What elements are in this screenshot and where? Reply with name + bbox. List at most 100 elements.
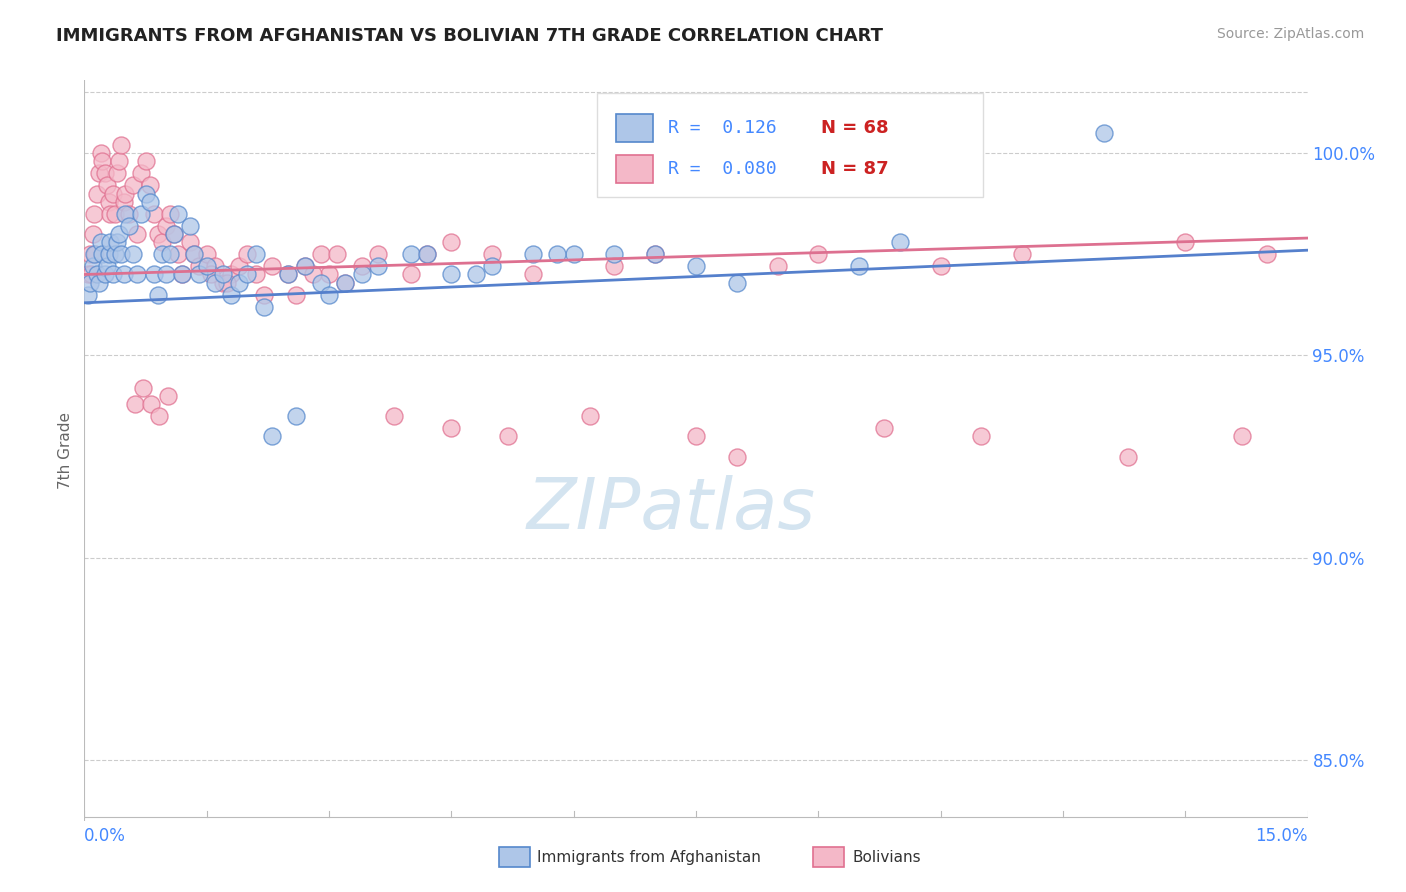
Text: Bolivians: Bolivians — [852, 850, 921, 864]
Point — [131, 166, 153, 180]
Point — [382, 409, 405, 423]
Point — [399, 268, 422, 282]
Point — [183, 247, 205, 261]
Point — [112, 268, 135, 282]
Text: ZIPatlas: ZIPatlas — [527, 475, 815, 544]
Point — [929, 260, 952, 274]
Point — [889, 235, 911, 249]
Point — [114, 207, 136, 221]
Point — [350, 260, 373, 274]
Point — [77, 287, 100, 301]
Text: 0.0%: 0.0% — [84, 827, 127, 845]
Point — [644, 247, 666, 261]
Point — [195, 260, 218, 274]
Point — [253, 287, 276, 301]
Point — [138, 194, 160, 209]
Point — [217, 276, 239, 290]
Point — [146, 287, 169, 301]
Point — [150, 235, 173, 249]
Point — [260, 260, 283, 274]
Point — [87, 166, 110, 180]
Point — [848, 260, 870, 274]
Point — [112, 194, 135, 209]
Point — [245, 268, 267, 282]
Point — [114, 186, 136, 201]
Point — [277, 268, 299, 282]
Point — [204, 260, 226, 274]
Point — [725, 276, 748, 290]
Point — [101, 268, 124, 282]
Point — [163, 227, 186, 241]
Point — [163, 227, 186, 241]
Point — [167, 207, 190, 221]
Point — [440, 421, 463, 435]
Point — [498, 429, 520, 443]
Point — [416, 247, 439, 261]
Point — [107, 154, 129, 169]
Point — [603, 247, 626, 261]
Point — [579, 409, 602, 423]
Point — [685, 429, 707, 443]
Point — [807, 247, 830, 261]
Point — [155, 219, 177, 233]
Point — [318, 287, 340, 301]
Point — [399, 247, 422, 261]
Point — [294, 260, 316, 274]
Point — [118, 207, 141, 221]
Point — [260, 429, 283, 443]
Point — [1232, 429, 1254, 443]
Point — [104, 247, 127, 261]
Point — [135, 186, 157, 201]
Point — [464, 268, 486, 282]
Point — [172, 268, 194, 282]
Point — [91, 154, 114, 169]
Point — [872, 421, 894, 435]
Point — [150, 247, 173, 261]
Point — [124, 397, 146, 411]
Point — [440, 235, 463, 249]
Point — [522, 247, 544, 261]
Point — [326, 247, 349, 261]
Point — [685, 260, 707, 274]
Point — [294, 260, 316, 274]
Point — [141, 397, 163, 411]
Point — [253, 300, 276, 314]
Point — [104, 207, 127, 221]
Point — [212, 276, 235, 290]
Point — [301, 268, 323, 282]
Point — [1256, 247, 1278, 261]
Point — [82, 260, 104, 274]
Point — [167, 247, 190, 261]
Point — [285, 287, 308, 301]
Point — [179, 219, 201, 233]
FancyBboxPatch shape — [616, 155, 654, 183]
Text: Immigrants from Afghanistan: Immigrants from Afghanistan — [537, 850, 761, 864]
Point — [110, 138, 132, 153]
Point — [187, 260, 209, 274]
Text: N = 87: N = 87 — [821, 161, 889, 178]
Point — [127, 268, 149, 282]
Point — [481, 247, 503, 261]
Point — [236, 247, 259, 261]
Point — [146, 227, 169, 241]
Point — [86, 268, 108, 282]
Point — [100, 235, 122, 249]
Point — [105, 235, 128, 249]
Point — [309, 247, 332, 261]
Point — [200, 268, 222, 282]
Point — [135, 154, 157, 169]
Point — [603, 260, 626, 274]
Point — [142, 268, 165, 282]
Point — [101, 186, 124, 201]
Point — [80, 268, 103, 282]
Point — [90, 146, 112, 161]
Text: R =  0.080: R = 0.080 — [668, 161, 776, 178]
Point — [481, 260, 503, 274]
Point — [440, 268, 463, 282]
Point — [107, 227, 129, 241]
Text: 15.0%: 15.0% — [1256, 827, 1308, 845]
Point — [83, 247, 105, 261]
Point — [142, 207, 165, 221]
Point — [159, 207, 181, 221]
Point — [318, 268, 340, 282]
